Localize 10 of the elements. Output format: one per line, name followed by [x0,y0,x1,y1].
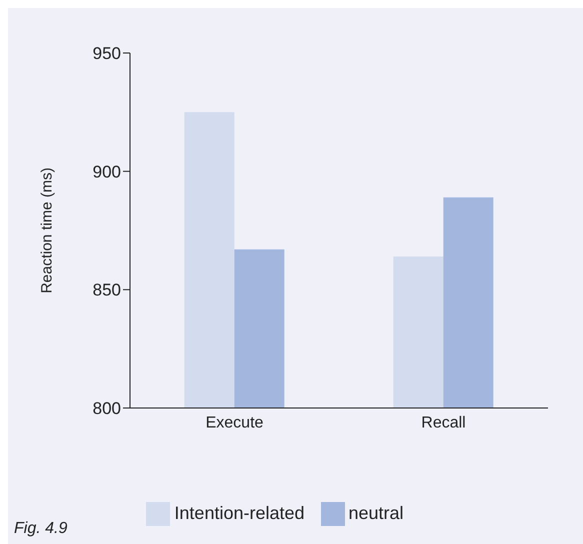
y-tick-label: 950 [92,44,121,64]
legend-label: neutral [348,502,404,523]
y-tick-label: 800 [92,399,121,418]
x-tick-label: Execute [206,414,264,432]
caption: Fig. 4.9 [14,520,68,538]
y-tick-label: 850 [92,280,121,300]
x-tick-label: Recall [421,414,466,432]
legend-label: Intention-related [174,502,305,523]
y-tick-label: 900 [92,162,121,182]
y-axis-title: Reaction time (ms) [38,168,56,294]
